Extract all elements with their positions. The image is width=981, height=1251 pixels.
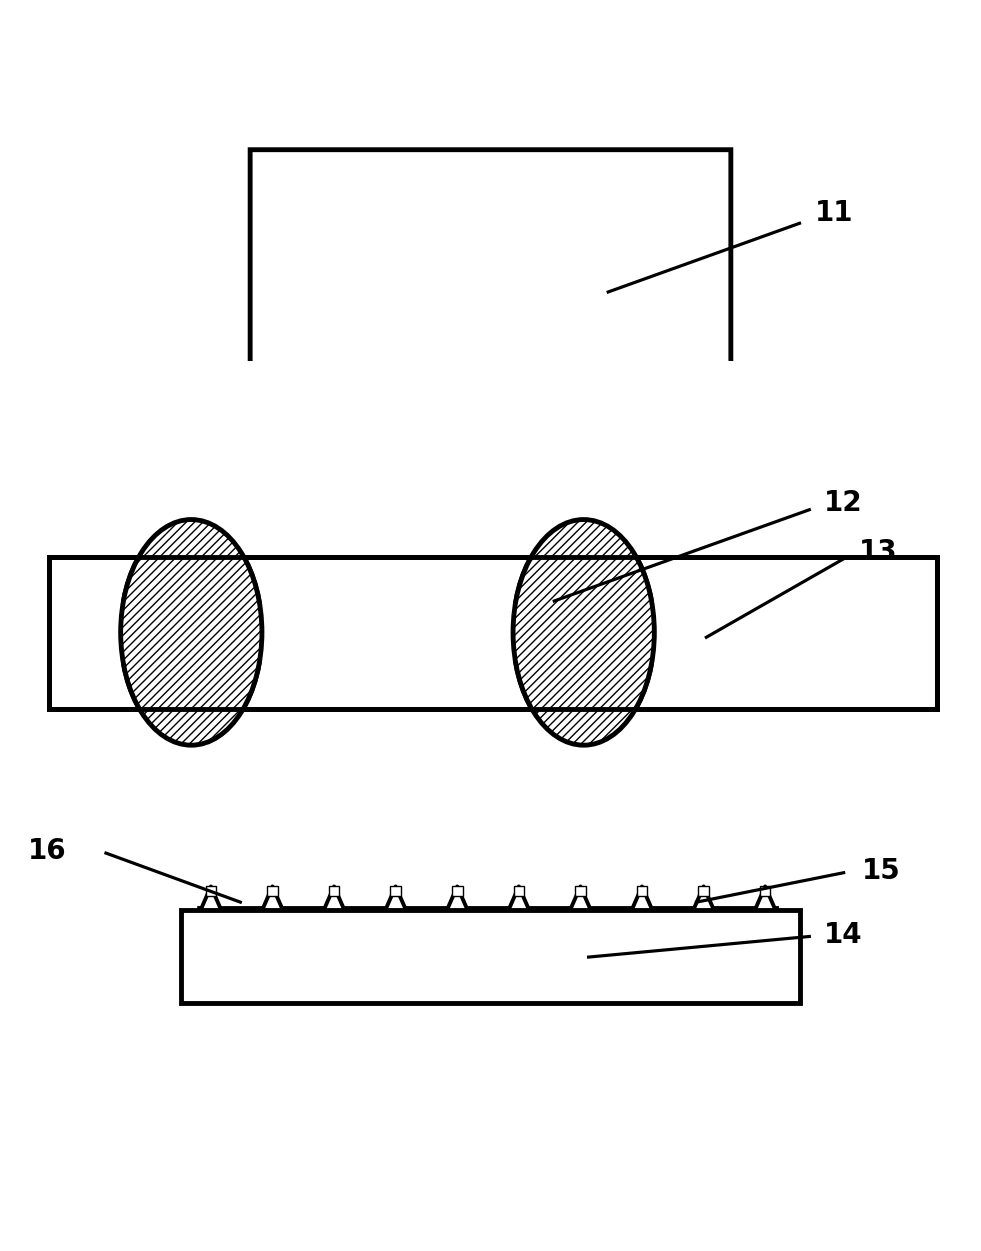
Bar [39,360,947,557]
Ellipse shape [513,519,654,746]
Bar [654,559,935,707]
Bar [262,559,513,707]
Bar [267,887,278,896]
Text: 13: 13 [858,538,898,565]
Text: 15: 15 [861,857,901,884]
Text: 14: 14 [824,921,863,948]
Bar [49,557,937,709]
Bar [452,887,463,896]
Text: 11: 11 [814,199,853,228]
Bar [181,909,800,1003]
Bar [637,887,647,896]
Ellipse shape [121,519,262,746]
Bar [51,559,121,707]
Ellipse shape [121,519,262,746]
Text: 12: 12 [824,489,863,517]
Bar [575,887,586,896]
Bar [698,887,709,896]
Text: 16: 16 [27,837,67,866]
Bar [206,887,216,896]
Ellipse shape [513,519,654,746]
Bar [760,887,770,896]
Bar [49,557,937,709]
Polygon shape [250,150,731,552]
Bar [390,887,401,896]
Bar [513,887,524,896]
Bar [329,887,339,896]
Bar [39,709,947,904]
Bar [49,557,937,709]
